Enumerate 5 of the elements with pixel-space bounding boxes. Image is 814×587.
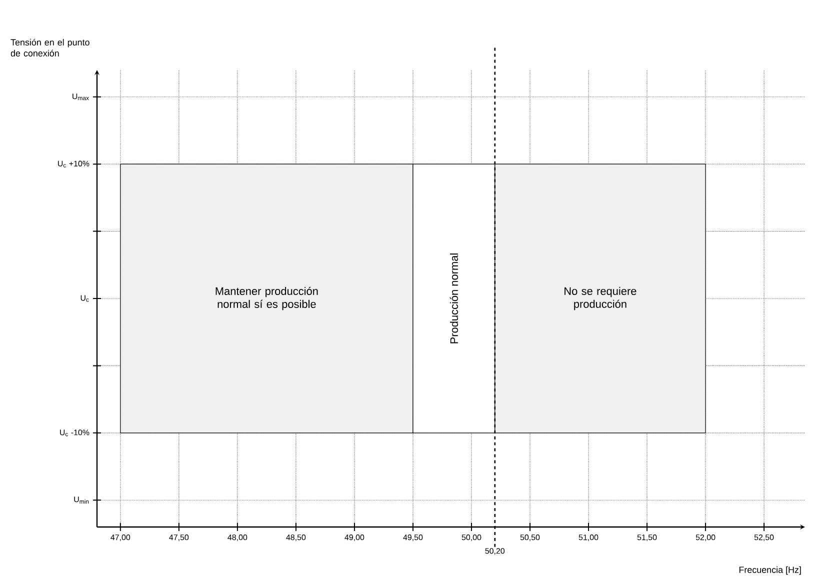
y-axis-title: Tensión en el punto de conexión [10,38,90,56]
x-axis-title: Frecuencia [Hz] [739,566,801,575]
annotation: Mantener producción normal sí es posible [216,286,318,310]
annotation: Producción normal [450,254,458,344]
annotation: No se requiere producción [564,286,636,310]
